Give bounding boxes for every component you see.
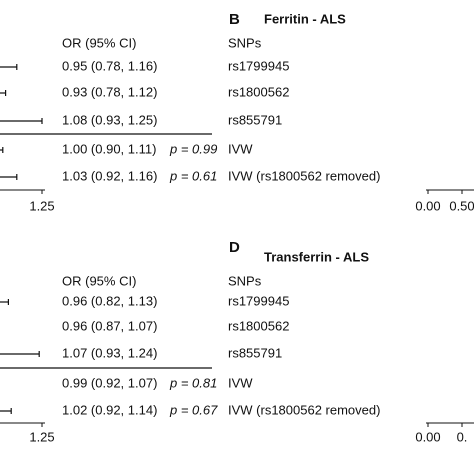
column-header: SNPs [228, 35, 262, 50]
or-ci: 1.08 (0.93, 1.25) [62, 112, 157, 127]
or-ci: 1.00 (0.90, 1.11) [62, 141, 156, 156]
x-tick-label: 0.50 [449, 198, 474, 213]
p-value: p = 0.99 [169, 141, 217, 156]
snp: rs1800562 [228, 84, 289, 99]
column-header: OR (95% CI) [62, 35, 136, 50]
panel-title: Transferrin - ALS [264, 249, 369, 264]
or-ci: 1.07 (0.93, 1.24) [62, 345, 157, 360]
or-ci: 0.95 (0.78, 1.16) [62, 58, 157, 73]
snp: rs1799945 [228, 58, 289, 73]
or-ci: 1.03 (0.92, 1.16) [62, 168, 157, 183]
snp: rs1800562 [228, 318, 289, 333]
snp: rs855791 [228, 345, 282, 360]
panel-title: Ferritin - ALS [264, 11, 346, 26]
x-tick-label: 0.00 [415, 429, 440, 444]
snp: IVW [228, 141, 253, 156]
snp: IVW (rs1800562 removed) [228, 402, 380, 417]
p-value: p = 0.67 [169, 402, 218, 417]
column-header: SNPs [228, 273, 262, 288]
x-tick-label: 1.25 [29, 429, 54, 444]
x-tick-label: 0.00 [415, 198, 440, 213]
or-ci: 0.99 (0.92, 1.07) [62, 375, 157, 390]
or-ci: 0.96 (0.82, 1.13) [62, 293, 157, 308]
panel-letter: B [229, 11, 240, 28]
x-tick-label: 1.25 [29, 198, 54, 213]
x-tick-label: 0. [457, 429, 468, 444]
or-ci: 0.93 (0.78, 1.12) [62, 84, 157, 99]
snp: rs1799945 [228, 293, 289, 308]
or-ci: 0.96 (0.87, 1.07) [62, 318, 157, 333]
p-value: p = 0.61 [169, 168, 217, 183]
or-ci: 1.02 (0.92, 1.14) [62, 402, 157, 417]
column-header: OR (95% CI) [62, 273, 136, 288]
snp: IVW [228, 375, 253, 390]
snp: IVW (rs1800562 removed) [228, 168, 380, 183]
p-value: p = 0.81 [169, 375, 217, 390]
snp: rs855791 [228, 112, 282, 127]
panel-letter: D [229, 239, 240, 256]
